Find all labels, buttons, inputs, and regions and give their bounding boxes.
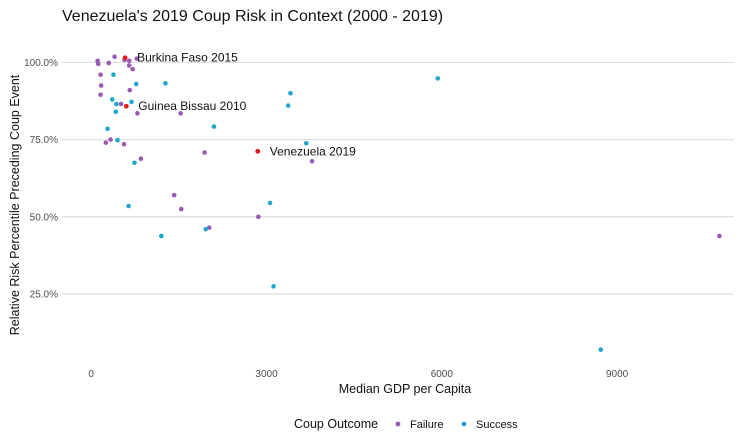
legend-label-success: Success — [476, 419, 518, 431]
point-success — [303, 140, 309, 146]
point-success — [163, 81, 168, 86]
point-failure — [134, 56, 140, 61]
point-failure — [126, 63, 132, 68]
highlight-point — [123, 103, 129, 109]
point-failure — [103, 140, 109, 145]
point-failure — [717, 233, 722, 239]
highlight-point — [255, 148, 261, 154]
highlight-label: Burkina Faso 2015 — [137, 51, 238, 65]
point-success — [133, 81, 139, 87]
point-failure — [127, 87, 133, 93]
legend-title: Coup Outcome — [294, 417, 378, 431]
point-success — [111, 72, 116, 78]
y-tick-label: 75.0% — [30, 135, 58, 146]
point-success — [203, 226, 209, 232]
point-failure — [118, 101, 124, 107]
y-tick-label: 25.0% — [30, 290, 58, 301]
x-axis-ticks: 0 3000 6000 9000 — [88, 369, 628, 380]
point-failure — [256, 214, 261, 220]
y-tick-label: 50.0% — [30, 212, 58, 223]
gridlines — [62, 61, 734, 295]
x-tick-label: 9000 — [606, 369, 629, 380]
highlighted-points: Burkina Faso 2015 Guinea Bissau 2010 Venez… — [122, 51, 356, 158]
point-success — [126, 203, 131, 209]
point-failure — [178, 206, 184, 212]
point-failure — [130, 66, 136, 72]
point-failure — [95, 61, 101, 67]
data-points — [95, 54, 722, 352]
x-tick-label: 6000 — [431, 369, 454, 380]
legend-marker-failure — [395, 421, 401, 427]
point-failure — [202, 150, 207, 155]
point-success — [105, 126, 110, 132]
point-failure — [98, 92, 103, 98]
point-failure — [98, 72, 103, 78]
point-success — [113, 109, 119, 115]
x-tick-label: 0 — [88, 369, 94, 380]
point-failure — [98, 83, 104, 88]
point-success — [132, 160, 137, 166]
y-axis-title: Relative Risk Percentile Preceding Coup … — [8, 74, 22, 335]
legend: Coup Outcome Failure Success — [294, 417, 518, 431]
y-axis-ticks: 25.0% 50.0% 75.0% 100.0% — [24, 58, 58, 301]
y-tick-label: 100.0% — [24, 58, 58, 69]
point-success — [435, 76, 441, 81]
point-success — [159, 233, 164, 239]
legend-marker-success — [461, 421, 467, 427]
point-failure — [178, 111, 183, 116]
point-success — [285, 103, 291, 108]
point-failure — [126, 58, 132, 64]
point-success — [288, 90, 293, 96]
point-success — [271, 284, 276, 289]
point-failure — [112, 54, 117, 60]
point-failure — [138, 156, 144, 162]
point-success — [211, 124, 217, 129]
x-axis-title: Median GDP per Capita — [339, 382, 472, 396]
x-tick-label: 3000 — [255, 369, 278, 380]
point-success — [109, 97, 115, 102]
highlight-point — [122, 55, 128, 61]
highlight-label: Venezuela 2019 — [270, 144, 356, 158]
point-success — [114, 101, 119, 107]
point-failure — [135, 111, 140, 116]
point-failure — [106, 60, 112, 66]
point-failure — [206, 225, 212, 230]
highlight-label: Guinea Bissau 2010 — [138, 99, 246, 113]
legend-label-failure: Failure — [410, 419, 444, 431]
point-success — [115, 137, 120, 143]
point-failure — [108, 137, 113, 142]
point-failure — [121, 141, 127, 147]
point-failure — [309, 158, 315, 164]
chart-title: Venezuela's 2019 Coup Risk in Context (2… — [62, 8, 443, 25]
point-failure — [171, 192, 177, 198]
point-success — [267, 200, 273, 206]
point-success — [129, 99, 134, 105]
point-success — [598, 347, 604, 352]
